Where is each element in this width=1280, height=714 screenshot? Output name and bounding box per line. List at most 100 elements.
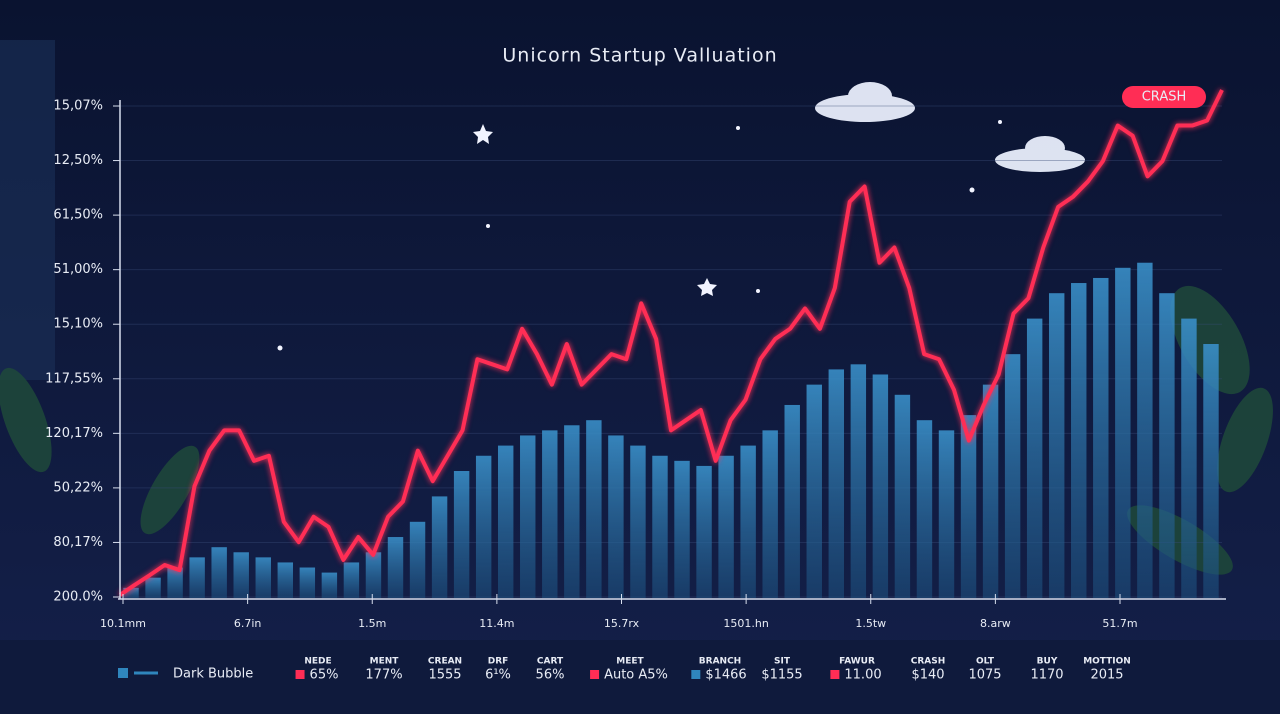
stat-value: 11.00 xyxy=(844,668,881,683)
stat-value: $140 xyxy=(911,668,944,683)
bar xyxy=(938,430,955,598)
y-tick-label: 51,00% xyxy=(53,262,103,277)
bar xyxy=(586,420,602,598)
bar xyxy=(123,587,139,598)
bar xyxy=(1004,354,1021,598)
bar xyxy=(916,420,933,598)
bar xyxy=(828,369,845,598)
bar xyxy=(1048,293,1065,598)
x-tick-label: 15.7rx xyxy=(604,617,640,630)
bottom-panel xyxy=(0,640,1280,714)
bar xyxy=(497,445,514,598)
bar xyxy=(1071,283,1087,598)
y-tick-label: 61,50% xyxy=(53,208,103,223)
bar xyxy=(630,445,646,598)
stat-label: NEDE xyxy=(304,657,331,667)
stat-label: CART xyxy=(537,657,564,667)
x-tick-label: 1.5tw xyxy=(855,617,886,630)
bar xyxy=(564,425,580,598)
star xyxy=(697,278,717,296)
stat-swatch xyxy=(590,670,600,679)
clouds xyxy=(815,82,1085,172)
bar xyxy=(1115,267,1131,598)
star xyxy=(736,126,740,130)
x-tick-label: 8.arw xyxy=(980,617,1011,630)
x-tick-label: 51.7m xyxy=(1102,617,1137,630)
bar xyxy=(608,435,624,598)
cloud xyxy=(1025,136,1065,160)
bar xyxy=(1159,293,1175,598)
stat-label: SIT xyxy=(774,657,791,667)
x-tick-label: 10.1mm xyxy=(100,617,146,630)
stat-swatch xyxy=(691,670,701,679)
bar xyxy=(189,557,205,598)
bar xyxy=(520,435,536,598)
bar xyxy=(718,455,734,598)
bar xyxy=(299,567,316,598)
bar xyxy=(542,430,558,598)
y-tick-label: 80,17% xyxy=(53,535,103,550)
bar xyxy=(740,445,756,598)
bar xyxy=(872,374,889,598)
stat-value: 2015 xyxy=(1090,668,1123,683)
cloud xyxy=(848,82,892,110)
star xyxy=(756,289,760,293)
bar xyxy=(1181,318,1197,598)
bar xyxy=(365,552,382,598)
y-tick-label: 117,55% xyxy=(45,371,103,386)
legend-label: Dark Bubble xyxy=(173,667,253,682)
leaf xyxy=(140,445,200,535)
bar xyxy=(850,364,867,598)
stat-value: 56% xyxy=(536,668,565,683)
bar xyxy=(1026,318,1043,598)
x-tick-label: 11.4m xyxy=(479,617,514,630)
star xyxy=(277,345,283,351)
bar xyxy=(806,384,822,598)
cloud xyxy=(995,148,1085,172)
stat-label: BUY xyxy=(1037,657,1058,667)
y-tick-label: 12,50% xyxy=(53,153,103,168)
bar xyxy=(652,455,668,598)
annotation: CRASH xyxy=(1142,90,1187,105)
y-tick-label: 50,22% xyxy=(53,480,103,495)
stat-swatch xyxy=(295,670,305,679)
bar xyxy=(982,384,999,598)
bar xyxy=(1137,262,1153,598)
bar xyxy=(343,562,360,598)
bar xyxy=(233,552,249,598)
bar xyxy=(277,562,294,598)
bar xyxy=(762,430,778,598)
stat-swatch xyxy=(830,670,840,679)
y-tick-label: 200.0% xyxy=(53,590,103,605)
bar xyxy=(960,415,977,598)
stat-value: $1155 xyxy=(761,668,802,683)
leaf xyxy=(0,367,52,473)
bar xyxy=(387,537,404,598)
line-series xyxy=(118,89,1224,597)
stat-label: MENT xyxy=(370,657,400,667)
stat-label: OLT xyxy=(976,657,995,667)
bar xyxy=(145,577,161,598)
stat-value: 6¹% xyxy=(485,668,511,683)
star xyxy=(998,120,1002,124)
stat-value: Auto A5% xyxy=(604,668,668,683)
stat-value: $1466 xyxy=(705,668,746,683)
bar xyxy=(453,471,470,598)
star xyxy=(473,124,493,144)
stat-value: 1075 xyxy=(968,668,1001,683)
bar xyxy=(321,572,338,598)
leaf xyxy=(1217,387,1273,493)
bar xyxy=(1203,344,1219,598)
stat-value: 177% xyxy=(365,668,402,683)
bar xyxy=(431,496,448,598)
bar xyxy=(674,460,690,598)
stat-label: MOTTION xyxy=(1083,657,1131,667)
stat-value: 1170 xyxy=(1030,668,1063,683)
bar xyxy=(167,567,183,598)
x-tick-label: 1.5m xyxy=(358,617,386,630)
stat-label: FAWUR xyxy=(839,657,875,667)
y-tick-label: 15,07% xyxy=(53,99,103,114)
stat-label: BRANCH xyxy=(699,657,741,667)
